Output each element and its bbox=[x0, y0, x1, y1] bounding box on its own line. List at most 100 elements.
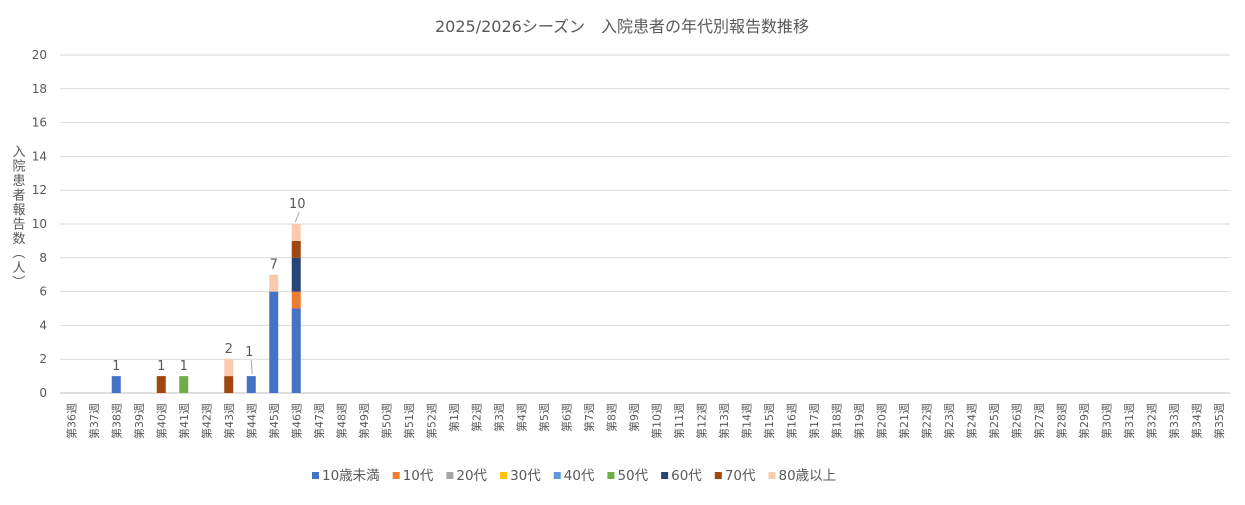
legend-label: 60代 bbox=[671, 468, 702, 484]
x-tick-label: 第50週 bbox=[379, 403, 393, 439]
data-label: 2 bbox=[225, 342, 233, 357]
gridlines bbox=[60, 54, 1230, 394]
x-tick-label: 第51週 bbox=[402, 403, 416, 439]
x-tick-label: 第30週 bbox=[1099, 403, 1113, 439]
x-tick-label: 第20週 bbox=[874, 403, 888, 439]
x-tick-label: 第5週 bbox=[537, 403, 551, 432]
x-tick-label: 第14週 bbox=[739, 403, 753, 439]
x-tick-label: 第37週 bbox=[87, 403, 101, 439]
bar-segment bbox=[291, 240, 301, 258]
x-tick-label: 第49週 bbox=[357, 403, 371, 439]
y-tick-label: 4 bbox=[39, 318, 47, 332]
x-tick-label: 第18週 bbox=[829, 403, 843, 439]
y-tick-label: 6 bbox=[39, 285, 47, 299]
x-tick-label: 第31週 bbox=[1122, 403, 1136, 439]
bars bbox=[111, 224, 301, 393]
x-tick-label: 第40週 bbox=[154, 403, 168, 439]
y-tick-label: 16 bbox=[32, 116, 47, 130]
x-tick-label: 第46週 bbox=[289, 403, 303, 439]
bar-segment bbox=[156, 376, 166, 393]
bar-segment bbox=[224, 376, 234, 393]
x-tick-label: 第11週 bbox=[672, 403, 686, 439]
data-label-leader bbox=[250, 360, 253, 375]
legend-label: 80歳以上 bbox=[779, 468, 837, 484]
bar-segment bbox=[269, 274, 279, 292]
legend-swatch bbox=[500, 472, 508, 479]
x-tick-label: 第33週 bbox=[1167, 403, 1181, 439]
data-label: 7 bbox=[270, 258, 278, 273]
data-label: 1 bbox=[112, 359, 120, 374]
x-tick-label: 第23週 bbox=[942, 403, 956, 439]
y-tick-label: 2 bbox=[39, 352, 47, 366]
x-tick-label: 第52週 bbox=[424, 403, 438, 439]
x-tick-label: 第1週 bbox=[447, 403, 461, 432]
y-tick-label: 18 bbox=[32, 82, 47, 96]
x-axis-ticks: 第36週 第37週 第38週 第39週 第40週 第41週 第42週 第43週 第44週 第45週… bbox=[64, 403, 1226, 439]
x-tick-label: 第2週 bbox=[469, 403, 483, 432]
y-tick-label: 14 bbox=[32, 149, 47, 163]
y-tick-label: 12 bbox=[32, 183, 47, 197]
data-label: 1 bbox=[245, 345, 253, 360]
x-tick-label: 第7週 bbox=[582, 403, 596, 432]
x-tick-label: 第27週 bbox=[1032, 403, 1046, 439]
x-tick-label: 第10週 bbox=[649, 403, 663, 439]
x-tick-label: 第42週 bbox=[199, 403, 213, 439]
chart-title: 2025/2026シーズン 入院患者の年代別報告数推移 bbox=[435, 17, 809, 36]
x-tick-label: 第32週 bbox=[1144, 403, 1158, 439]
y-tick-label: 20 bbox=[32, 48, 47, 62]
legend-swatch bbox=[392, 472, 400, 479]
x-tick-label: 第39週 bbox=[132, 403, 146, 439]
legend-swatch bbox=[553, 472, 561, 479]
y-tick-label: 10 bbox=[32, 217, 47, 231]
legend-label: 10歳未満 bbox=[322, 468, 380, 484]
x-tick-label: 第44週 bbox=[244, 403, 258, 439]
data-label: 1 bbox=[180, 359, 188, 374]
legend-swatch bbox=[607, 472, 615, 479]
bar-segment bbox=[111, 376, 121, 393]
legend-swatch bbox=[661, 472, 669, 479]
x-tick-label: 第19週 bbox=[852, 403, 866, 439]
x-tick-label: 第21週 bbox=[897, 403, 911, 439]
bar-segment bbox=[291, 291, 301, 309]
x-tick-label: 第3週 bbox=[492, 403, 506, 432]
y-axis-label-char: 患 bbox=[12, 174, 25, 189]
x-tick-label: 第36週 bbox=[64, 403, 78, 439]
x-tick-label: 第17週 bbox=[807, 403, 821, 439]
y-axis-label-char: 報 bbox=[12, 203, 25, 218]
y-axis-label-char: 院 bbox=[12, 160, 25, 175]
y-axis-label-char: 数 bbox=[12, 232, 25, 247]
legend-label: 40代 bbox=[564, 468, 595, 484]
x-tick-label: 第13週 bbox=[717, 403, 731, 439]
data-label-leader bbox=[294, 211, 300, 223]
y-axis-label-char: 人 bbox=[12, 261, 25, 276]
x-tick-label: 第25週 bbox=[987, 403, 1001, 439]
bar-segment bbox=[246, 376, 256, 393]
x-tick-label: 第28週 bbox=[1054, 403, 1068, 439]
legend-swatch bbox=[714, 472, 722, 479]
x-tick-label: 第29週 bbox=[1077, 403, 1091, 439]
legend-label: 70代 bbox=[725, 468, 756, 484]
y-tick-label: 8 bbox=[39, 251, 47, 265]
bar-segment bbox=[291, 224, 301, 241]
y-tick-label: 0 bbox=[39, 386, 47, 400]
x-tick-label: 第47週 bbox=[312, 403, 326, 439]
x-tick-label: 第15週 bbox=[762, 403, 776, 439]
bar-segment bbox=[224, 359, 234, 377]
x-tick-label: 第12週 bbox=[694, 403, 708, 439]
y-axis-label-char: 入 bbox=[12, 145, 25, 160]
x-tick-label: 第9週 bbox=[627, 403, 641, 432]
legend-swatch bbox=[312, 472, 319, 479]
x-tick-label: 第8週 bbox=[604, 403, 618, 432]
bar-segment bbox=[269, 291, 279, 393]
y-axis-label-char: ） bbox=[10, 275, 25, 288]
x-tick-label: 第35週 bbox=[1212, 403, 1226, 439]
y-axis-label-char: 告 bbox=[12, 218, 25, 233]
x-tick-label: 第22週 bbox=[919, 403, 933, 439]
x-tick-label: 第24週 bbox=[964, 403, 978, 439]
legend-label: 20代 bbox=[456, 468, 487, 484]
bar-segment bbox=[291, 257, 301, 292]
legend-label: 50代 bbox=[617, 468, 648, 484]
